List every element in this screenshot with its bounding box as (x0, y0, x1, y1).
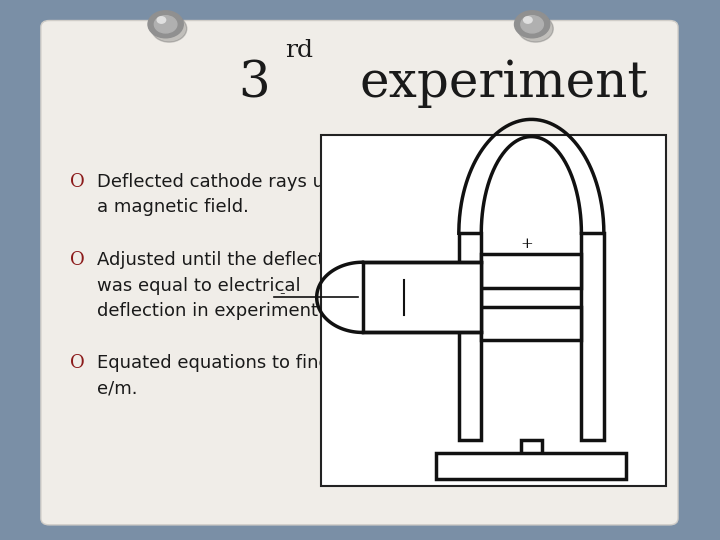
Bar (459, 233, 481, 441)
Text: +: + (520, 237, 533, 251)
Text: experiment: experiment (359, 59, 648, 109)
Text: 3: 3 (238, 59, 269, 109)
Circle shape (157, 17, 166, 23)
Text: Deflected cathode rays using
a magnetic field.: Deflected cathode rays using a magnetic … (97, 173, 361, 217)
Text: rd: rd (285, 39, 313, 62)
Bar (436, 453, 626, 479)
Bar (521, 441, 541, 456)
Circle shape (151, 15, 186, 42)
Circle shape (154, 16, 177, 33)
Bar (362, 262, 481, 333)
Text: -: - (279, 285, 284, 302)
Circle shape (148, 11, 184, 38)
Bar (481, 254, 582, 288)
Circle shape (515, 11, 550, 38)
Bar (481, 307, 582, 340)
Circle shape (518, 15, 553, 42)
Circle shape (523, 17, 532, 23)
Text: O: O (71, 173, 85, 191)
Text: O: O (71, 354, 85, 372)
Text: Equated equations to find
e/m.: Equated equations to find e/m. (97, 354, 330, 397)
Text: O: O (71, 251, 85, 269)
Bar (582, 233, 604, 441)
Text: Adjusted until the deflection
was equal to electrical
deflection in experiment 2: Adjusted until the deflection was equal … (97, 251, 352, 321)
FancyBboxPatch shape (41, 21, 678, 525)
Circle shape (521, 16, 544, 33)
Bar (320, 135, 666, 486)
